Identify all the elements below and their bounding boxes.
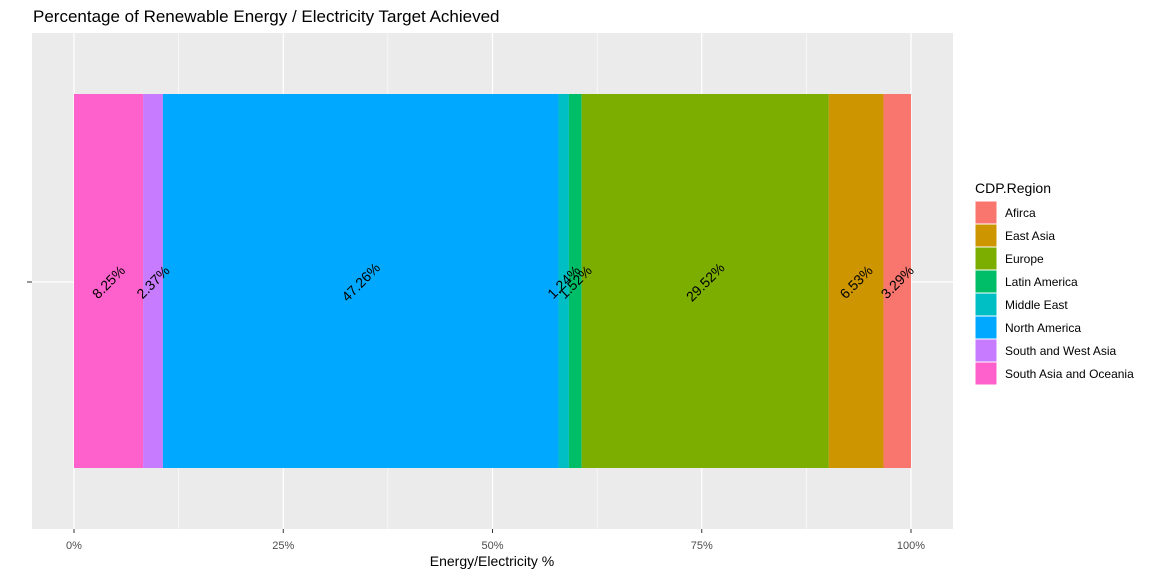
- x-tick-label: 0%: [66, 540, 82, 552]
- legend-swatch: [974, 315, 998, 340]
- x-tick-label: 50%: [481, 540, 503, 552]
- x-axis-title: Energy/Electricity %: [430, 553, 554, 569]
- legend-label: Latin America: [1005, 275, 1078, 289]
- legend-label: South Asia and Oceania: [1005, 367, 1134, 381]
- bar-segment: [74, 94, 144, 468]
- bar-segment: [828, 94, 884, 468]
- legend-label: Afirca: [1005, 206, 1036, 220]
- legend-label: North America: [1005, 321, 1081, 335]
- legend-label: South and West Asia: [1005, 344, 1117, 358]
- x-axis-ticks: 0% 25% 50% 75% 100%: [66, 529, 925, 552]
- legend-label: East Asia: [1005, 229, 1055, 243]
- legend-swatch: [974, 292, 998, 317]
- bar-segment: [558, 94, 569, 468]
- bar-segment: [143, 94, 163, 468]
- bar-segment: [162, 94, 559, 468]
- legend-swatch: [974, 338, 998, 363]
- bar-segment: [883, 94, 911, 468]
- bar-segment: [581, 94, 829, 468]
- legend-swatch: [974, 269, 998, 294]
- x-tick-label: 25%: [272, 540, 294, 552]
- legend-swatch: [974, 361, 998, 386]
- chart-title: Percentage of Renewable Energy / Electri…: [33, 7, 500, 26]
- legend-title: CDP.Region: [975, 180, 1051, 196]
- legend-swatch: [974, 200, 998, 225]
- x-tick-label: 100%: [897, 540, 925, 552]
- x-tick-label: 75%: [691, 540, 713, 552]
- legend-swatch: [974, 246, 998, 271]
- legend-swatch: [974, 223, 998, 248]
- legend-label: Middle East: [1005, 298, 1068, 312]
- bar-segments: [74, 94, 911, 468]
- legend: CDP.Region Afirca East Asia Europe Latin Am…: [974, 180, 1134, 386]
- legend-label: Europe: [1005, 252, 1044, 266]
- bar-segment: [568, 94, 582, 468]
